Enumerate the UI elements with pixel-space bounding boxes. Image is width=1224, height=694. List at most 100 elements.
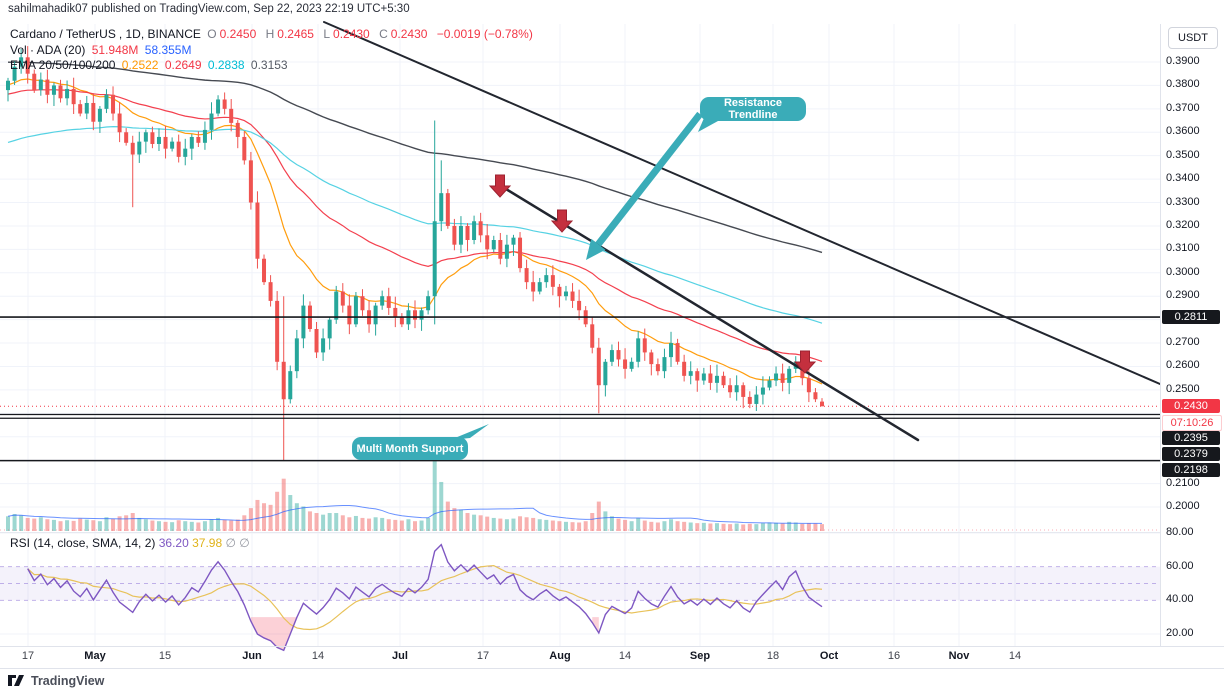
multi-month-support-callout[interactable]: Multi Month Support [352, 437, 468, 460]
volume-bar [754, 524, 759, 531]
candle-body [275, 300, 280, 362]
volume-bar [550, 520, 555, 531]
volume-bar [229, 520, 234, 531]
volume-bar [353, 515, 358, 531]
rsi-ma-value: 37.98 [192, 536, 223, 550]
volume-bar [767, 522, 772, 531]
candle-body [25, 57, 30, 74]
volume-bar [813, 523, 818, 531]
rsi-empty-values: ∅ ∅ [225, 536, 250, 550]
down-arrow-marker[interactable] [550, 209, 574, 233]
volume-bar [419, 520, 424, 531]
tradingview-logo-icon[interactable] [8, 673, 25, 688]
volume-bar [183, 521, 188, 531]
candle-body [695, 371, 700, 381]
volume-bar [577, 522, 582, 531]
long-resistance-trendline[interactable] [323, 21, 1161, 385]
volume-bar [340, 515, 345, 531]
volume-bar [445, 501, 450, 531]
candle-body [813, 392, 818, 400]
volume-bar [111, 518, 116, 531]
candle-body [222, 99, 227, 109]
candle-body [321, 338, 326, 353]
volume-bar [701, 522, 706, 531]
volume-bar [334, 513, 339, 531]
currency-toggle-button[interactable]: USDT [1168, 27, 1218, 49]
rsi-legend-row[interactable]: RSI (14, close, SMA, 14, 2) 36.20 37.98 … [10, 536, 250, 550]
volume-bar [367, 518, 372, 531]
volume-bar [478, 515, 483, 531]
ema50-value: 0.2649 [164, 58, 202, 72]
candle-body [399, 317, 404, 325]
symbol-legend-row[interactable]: Cardano / TetherUS, 1D, BINANCE O 0.2450 … [10, 27, 536, 41]
volume-bar [590, 513, 595, 531]
volume-bar [51, 519, 56, 531]
price-axis-label: 0.3500 [1166, 148, 1200, 161]
volume-bar [675, 521, 680, 531]
rsi-oversold-fill [250, 617, 297, 651]
down-arrow-marker[interactable] [488, 174, 512, 198]
price-axis-label: 0.2100 [1166, 476, 1200, 489]
candle-body [242, 136, 247, 161]
down-arrow-marker[interactable] [793, 350, 817, 374]
volume-bar [747, 523, 752, 531]
candle-body [229, 108, 234, 123]
candle-body [734, 385, 739, 393]
change-value: −0.0019 (−0.78%) [436, 27, 533, 41]
candle-body [708, 373, 713, 383]
volume-bar [603, 511, 608, 531]
steep-resistance-trendline[interactable] [499, 184, 920, 442]
volume-ma-value: 58.355M [144, 43, 192, 57]
ema-100-line [7, 126, 823, 324]
candle-body [714, 375, 719, 383]
candle-body [38, 79, 43, 91]
volume-legend-row[interactable]: Vol · ADA (20) 51.948M 58.355M [10, 43, 194, 57]
price-axis-label: 0.3000 [1166, 265, 1200, 278]
volume-bar [557, 521, 562, 531]
callout-arrowhead [586, 238, 606, 260]
callout-tail [698, 118, 718, 132]
tradingview-brand[interactable]: TradingView [31, 673, 105, 688]
volume-bar [518, 516, 523, 531]
candle-body [563, 291, 568, 297]
candle-body [603, 361, 608, 386]
volume-bar [373, 517, 378, 531]
volume-bar [655, 522, 660, 531]
volume-bar [491, 517, 496, 531]
price-axis[interactable] [1160, 24, 1224, 646]
candle-body [544, 275, 549, 283]
candle-body [550, 275, 555, 287]
volume-bar [156, 521, 161, 531]
time-axis-label: 15 [158, 650, 172, 662]
candle-body [340, 291, 345, 306]
volume-bar [787, 521, 792, 531]
candle-body [51, 85, 56, 95]
volume-bar [255, 499, 260, 531]
candle-body [360, 296, 365, 311]
candle-body [616, 350, 621, 360]
candle-body [327, 319, 332, 339]
pane-separator[interactable] [0, 532, 1224, 533]
volume-bar [189, 521, 194, 531]
rsi-value: 36.20 [158, 536, 189, 550]
volume-bar [281, 478, 286, 531]
volume-bar [294, 503, 299, 531]
candle-body [577, 300, 582, 311]
resistance-trendline-callout[interactable]: Resistance Trendline [700, 97, 806, 121]
candle-body [721, 375, 726, 386]
price-axis-label: 0.2600 [1166, 359, 1200, 372]
rsi-line [27, 543, 823, 652]
candle-body [675, 343, 680, 362]
candle-body [629, 361, 634, 369]
volume-bar [774, 522, 779, 531]
candle-body [642, 338, 647, 353]
candle-body [662, 357, 667, 372]
candle-body [518, 237, 523, 269]
volume-bar [117, 516, 122, 531]
candle-body [117, 113, 122, 133]
candle-body [196, 136, 201, 143]
price-line-badge: 0.2430 [1162, 399, 1220, 414]
volume-bar [170, 522, 175, 531]
ema-legend-row[interactable]: EMA 20/50/100/200 0.2522 0.2649 0.2838 0… [10, 58, 291, 72]
